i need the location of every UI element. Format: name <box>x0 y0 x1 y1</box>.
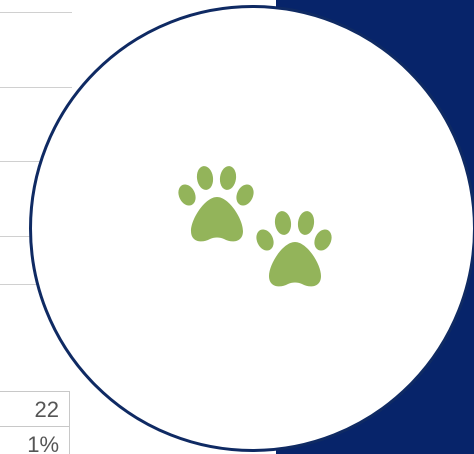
paw-print-icon <box>256 211 332 287</box>
paw-toe <box>314 229 332 251</box>
paw-toe <box>219 166 237 190</box>
paw-toe <box>236 184 254 206</box>
table-rule <box>0 161 72 162</box>
paw-pad <box>269 242 321 287</box>
paw-toe <box>297 211 315 235</box>
table-rule <box>0 87 72 88</box>
paw-toe <box>256 229 274 251</box>
table-cell: 1% <box>0 426 70 454</box>
white-circle-badge <box>29 5 474 452</box>
table-cell-value: 1% <box>27 432 59 454</box>
paw-print-icon <box>178 166 254 242</box>
table-cell-value: 22 <box>34 397 59 422</box>
table-rule <box>0 12 72 13</box>
paw-toe <box>274 211 292 235</box>
paw-pad <box>191 197 243 242</box>
paw-toe <box>196 166 214 190</box>
paw-toe <box>178 184 196 206</box>
